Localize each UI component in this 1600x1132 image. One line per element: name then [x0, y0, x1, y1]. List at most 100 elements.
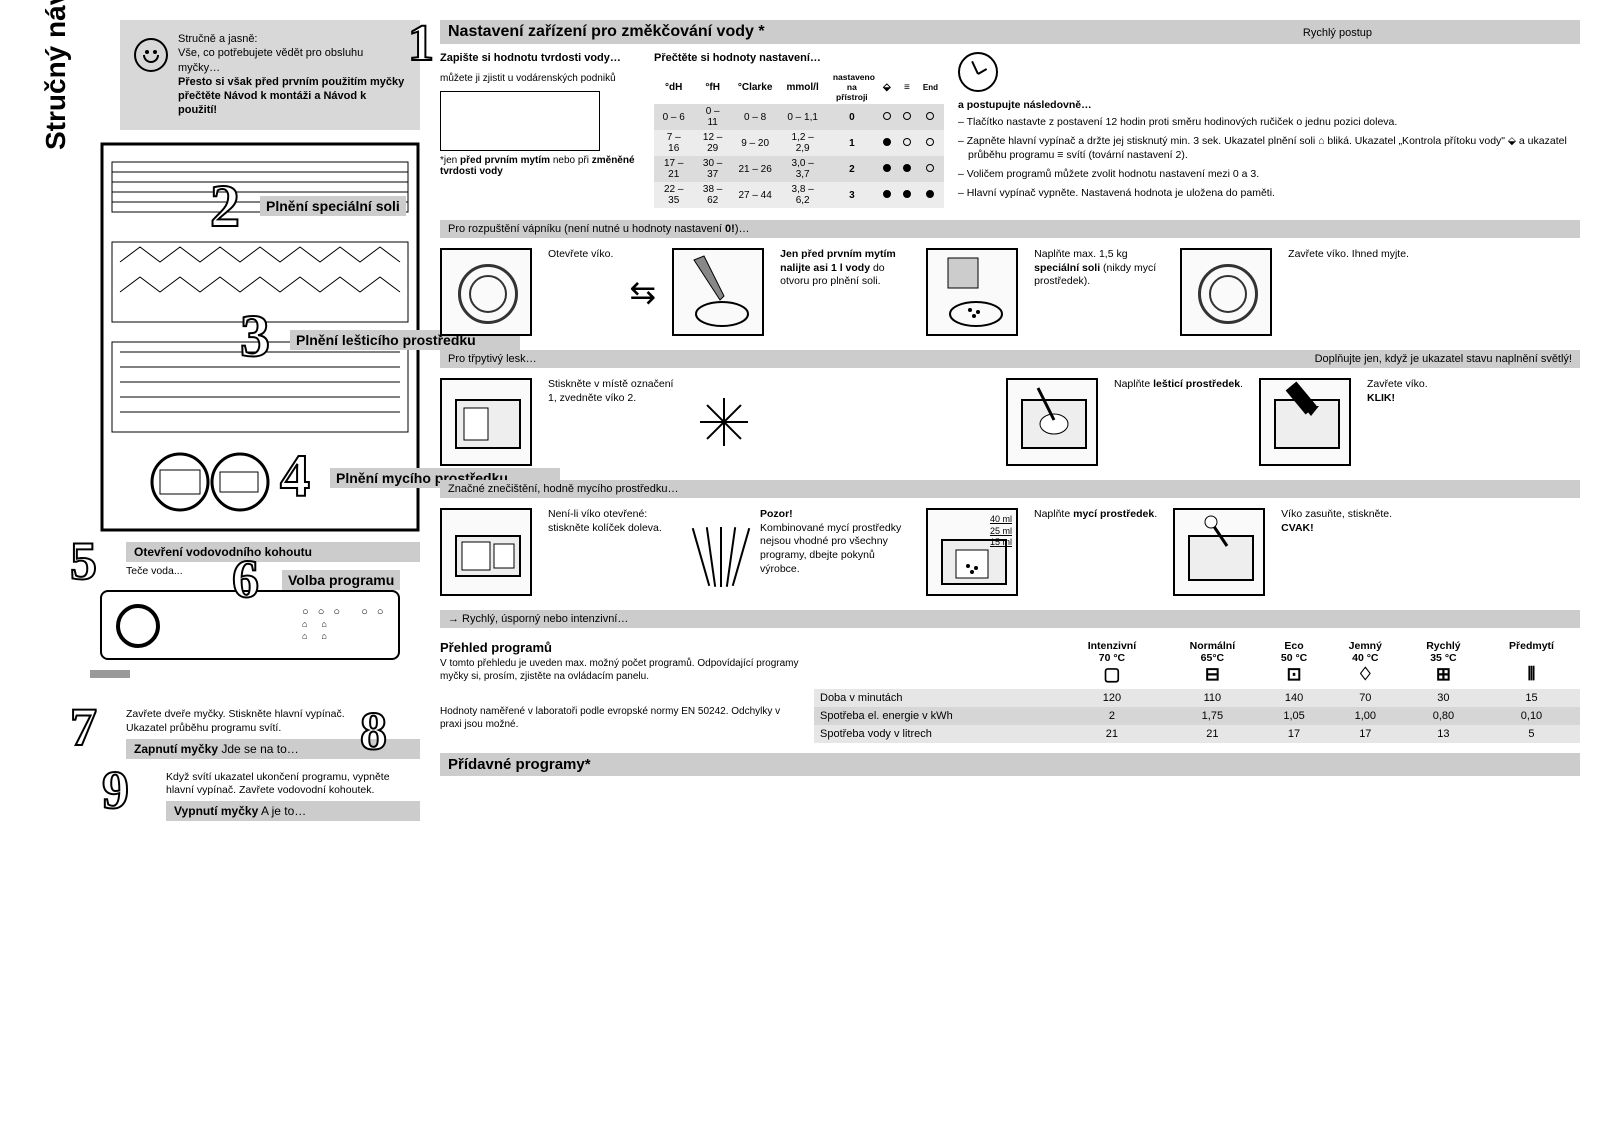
step9-tail: A je to… — [261, 804, 306, 818]
step6-label: Volba programu — [282, 570, 400, 590]
num-5-icon: 5 — [70, 530, 97, 592]
prog-cell: 2 — [1060, 707, 1163, 725]
ht-cell: 30 – 37 — [693, 156, 731, 182]
step7-pre: Zavřete dveře myčky. Stiskněte hlavní vy… — [126, 708, 386, 735]
num-1-icon: 1 — [408, 14, 434, 73]
ht-h0: °dH — [654, 70, 693, 104]
ht-h4: nastaveno na přístroji — [827, 70, 877, 104]
section-6: → Rychlý, úsporný nebo intenzivní… Přehl… — [440, 610, 1580, 776]
prog-cell: 21 — [1060, 725, 1163, 743]
prog-cell: 21 — [1163, 725, 1261, 743]
ht-cell: 3,0 – 3,7 — [778, 156, 826, 182]
ht-h1: °fH — [693, 70, 731, 104]
salt-t3b: speciální soli — [1034, 262, 1100, 274]
intro-box: Stručně a jasně: Vše, co potřebujete věd… — [120, 20, 420, 130]
ht-cell: 22 – 35 — [654, 182, 693, 208]
salt-t1: Otevřete víko. — [548, 248, 613, 262]
ht-cell — [897, 130, 917, 156]
left-column: Stručně a jasně: Vše, co potřebujete věd… — [0, 0, 430, 1132]
instr-0: Tlačítko nastavte z postavení 12 hodin p… — [958, 115, 1580, 130]
section-4: Značné znečištění, hodně mycího prostřed… — [440, 480, 1580, 602]
sec4-sub: Značné znečištění, hodně mycího prostřed… — [448, 483, 679, 495]
clock-icon — [958, 52, 998, 92]
salt-img-pour — [672, 248, 764, 336]
ht-cell — [917, 182, 944, 208]
sec6-h: Přehled programů — [440, 640, 800, 655]
step9-bar: Vypnutí myčky A je to… — [166, 801, 420, 821]
salt-img-open — [440, 248, 532, 336]
det-img-open — [440, 508, 532, 596]
instr-3: Hlavní vypínač vypněte. Nastavená hodnot… — [958, 186, 1580, 201]
prog-cell: 110 — [1163, 689, 1261, 707]
ht-cell: 0 – 1,1 — [778, 104, 826, 130]
ht-i2: ≡ — [897, 70, 917, 104]
prog-col-5: Předmytí⦀ — [1483, 636, 1580, 689]
prog-cell: 1,05 — [1261, 707, 1326, 725]
hardness-table: °dH °fH °Clarke mmol/l nastaveno na přís… — [654, 70, 944, 208]
rinse-t2: Naplňte lešticí prostředek. — [1114, 378, 1243, 392]
section-3: Pro třpytivý lesk… Doplňujte jen, když j… — [440, 350, 1580, 472]
ml-marks: 40 ml25 ml15 ml — [990, 514, 1012, 549]
salt-t2: Jen před prvním mytím nalijte asi 1 l vo… — [780, 248, 910, 289]
intro-line1: Stručně a jasně: — [178, 33, 258, 45]
ht-h3: mmol/l — [778, 70, 826, 104]
rinse-img-open — [440, 378, 532, 466]
prog-col-0: Intenzivní70 °C▢ — [1060, 636, 1163, 689]
sec1-col2h: Přečtěte si hodnoty nastavení… — [654, 52, 821, 64]
sec6-sub: → Rychlý, úsporný nebo intenzivní… — [448, 613, 628, 625]
step7-tail: Jde se na to… — [221, 742, 298, 756]
prog-cell: 13 — [1404, 725, 1483, 743]
control-panel: ○ ○ ○ ○ ○⌂ ⌂⌂ ⌂ 6 Volba programu — [100, 590, 400, 660]
rinse-t2c: . — [1240, 378, 1243, 390]
ht-cell: 17 – 21 — [654, 156, 693, 182]
sec1-col1f: *jen před prvním mytím nebo při změněné … — [440, 155, 640, 177]
sec3-sub2: Doplňujte jen, když je ukazatel stavu na… — [1315, 353, 1572, 365]
prog-row-label: Spotřeba el. energie v kWh — [814, 707, 1060, 725]
prog-cell: 120 — [1060, 689, 1163, 707]
prog-row-label: Spotřeba vody v litrech — [814, 725, 1060, 743]
det-img-close — [1173, 508, 1265, 596]
rinse-t3: Zavřete víko.KLIK! — [1367, 378, 1428, 405]
ml-2: 15 ml — [990, 537, 1012, 547]
step9-label: Vypnutí myčky — [174, 804, 258, 818]
ht-cell — [897, 182, 917, 208]
sec1-col1t: můžete ji zjistit u vodárenských podniků — [440, 72, 640, 85]
ht-i1: ⬙ — [877, 70, 897, 104]
ht-cell: 0 — [827, 104, 877, 130]
ht-cell: 0 – 6 — [654, 104, 693, 130]
section-2: Pro rozpuštění vápníku (není nutné u hod… — [440, 220, 1580, 342]
sec1-title: Nastavení zařízení pro změkčování vody * — [448, 23, 765, 41]
hardness-input-box[interactable] — [440, 91, 600, 151]
sec1-col1h: Zapište si hodnotu tvrdosti vody… — [440, 52, 621, 64]
sec2-sub: Pro rozpuštění vápníku (není nutné u hod… — [448, 223, 749, 235]
ht-cell — [917, 104, 944, 130]
sec6-note2: Hodnoty naměřené v laboratoři podle evro… — [440, 705, 800, 731]
salt-t3: Naplňte max. 1,5 kg speciální soli (nikd… — [1034, 248, 1164, 289]
prog-cell: 0,10 — [1483, 707, 1580, 725]
starburst-icon — [694, 392, 754, 452]
ht-cell: 2 — [827, 156, 877, 182]
ht-cell — [877, 182, 897, 208]
num-3-icon: 3 — [240, 302, 270, 371]
ht-cell: 1 — [827, 130, 877, 156]
sec8-title: Přídavné programy* — [448, 756, 591, 773]
salt-img-close — [1180, 248, 1272, 336]
ml-0: 40 ml — [990, 514, 1012, 524]
ht-cell: 7 – 16 — [654, 130, 693, 156]
det-warnt: Kombinované mycí prostředky nejsou vhodn… — [760, 522, 901, 575]
step7-label: Zapnutí myčky — [134, 742, 218, 756]
ht-cell: 0 – 8 — [732, 104, 779, 130]
num-2-icon: 2 — [210, 172, 240, 241]
prog-row-label: Doba v minutách — [814, 689, 1060, 707]
instr-1: Zapněte hlavní vypínač a držte jej stisk… — [958, 134, 1580, 163]
rinse-img-fill — [1006, 378, 1098, 466]
intro-line2: Vše, co potřebujete vědět pro obsluhu my… — [178, 47, 363, 73]
page: Stručný návod Stručně a jasně: Vše, co p… — [0, 0, 1600, 1132]
step9-pre: Když svítí ukazatel ukončení programu, v… — [166, 771, 420, 798]
ht-cell: 3 — [827, 182, 877, 208]
ht-h2: °Clarke — [732, 70, 779, 104]
num-4-icon: 4 — [280, 442, 310, 511]
num-7-icon: 7 — [70, 696, 97, 758]
ht-cell: 12 – 29 — [693, 130, 731, 156]
salt-t4: Zavřete víko. Ihned myjte. — [1288, 248, 1409, 262]
